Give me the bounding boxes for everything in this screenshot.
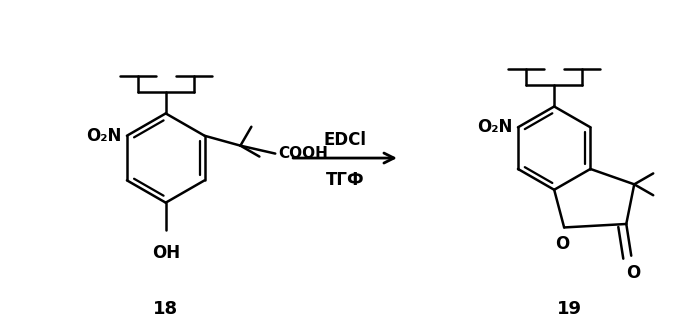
Text: O: O: [626, 264, 641, 282]
Text: OH: OH: [152, 244, 180, 262]
Text: O₂N: O₂N: [87, 127, 122, 145]
Text: O₂N: O₂N: [477, 118, 513, 136]
Text: ТГФ: ТГФ: [326, 171, 364, 189]
Text: 18: 18: [153, 300, 178, 318]
Text: EDCl: EDCl: [323, 131, 367, 149]
Text: O: O: [555, 235, 569, 253]
Text: 19: 19: [556, 300, 582, 318]
Text: COOH: COOH: [279, 146, 328, 161]
